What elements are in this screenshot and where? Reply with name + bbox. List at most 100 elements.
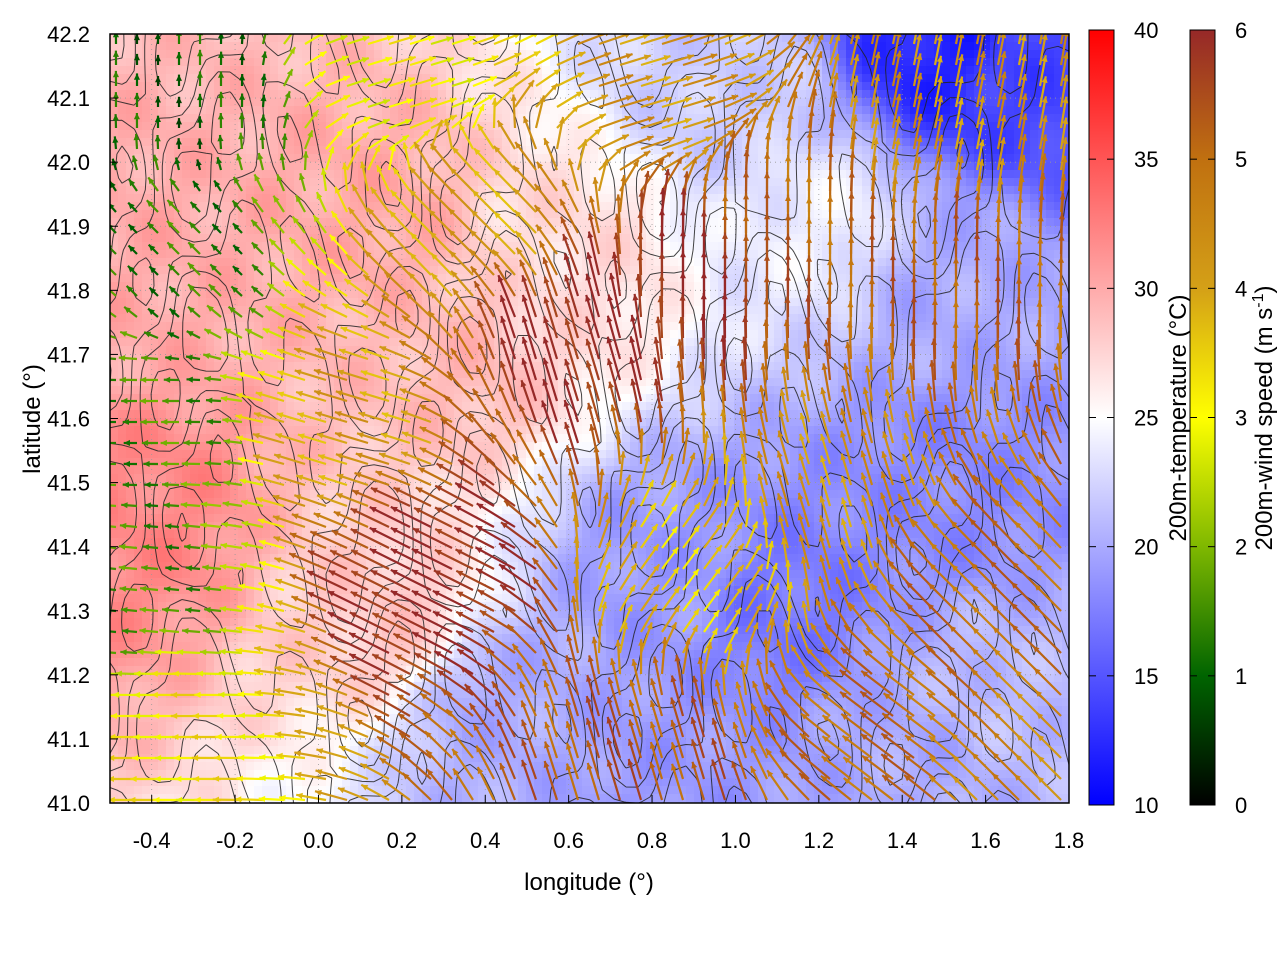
wind-vector xyxy=(397,469,432,487)
wind-vector xyxy=(640,96,672,109)
wind-vector xyxy=(671,763,685,801)
wind-vector xyxy=(370,569,411,591)
wind-vector xyxy=(555,116,565,150)
wind-vector xyxy=(700,313,707,360)
wind-vector xyxy=(952,341,959,381)
wind-vector xyxy=(950,361,958,402)
wind-vector xyxy=(131,755,158,761)
wind-vector xyxy=(430,36,454,46)
wind-vector xyxy=(369,547,411,570)
wind-vector xyxy=(619,116,655,130)
wind-vector xyxy=(996,34,1007,66)
wind-vector xyxy=(512,187,537,213)
wind-vector xyxy=(861,408,874,444)
wind-vector xyxy=(778,729,810,759)
wind-vector xyxy=(800,712,831,738)
wind-vector xyxy=(532,576,558,612)
wind-vector xyxy=(163,502,180,509)
wind-vector xyxy=(891,34,902,66)
wind-vector xyxy=(307,549,348,570)
wind-vector xyxy=(448,228,474,255)
wind-vector xyxy=(475,364,495,402)
wind-vector xyxy=(861,494,874,528)
wind-vector xyxy=(649,761,664,801)
wind-vector xyxy=(1034,563,1062,591)
wind-vector xyxy=(619,519,638,549)
wind-vector xyxy=(409,97,438,109)
wind-vector xyxy=(316,494,348,508)
wind-vector xyxy=(147,243,159,255)
wind-vector xyxy=(563,252,580,297)
wind-vector xyxy=(294,771,327,781)
wind-vector xyxy=(110,588,117,592)
wind-vector xyxy=(160,460,180,467)
wind-vector xyxy=(544,701,559,738)
wind-vector xyxy=(213,754,243,761)
wind-vector xyxy=(161,481,180,488)
wind-vector xyxy=(724,499,741,528)
wind-vector xyxy=(692,675,706,717)
wind-vector xyxy=(244,328,264,339)
wind-vector xyxy=(597,539,612,570)
wind-vector xyxy=(315,682,348,697)
wind-vector xyxy=(294,325,327,340)
wind-vector xyxy=(912,34,922,66)
wind-vector xyxy=(1038,115,1048,150)
wind-vector xyxy=(427,187,453,213)
wind-vector xyxy=(348,652,390,675)
wind-vector xyxy=(131,155,139,171)
wind-vector xyxy=(587,231,601,276)
wind-vector xyxy=(975,73,986,108)
wind-vector xyxy=(1034,339,1042,381)
wind-vector xyxy=(520,700,538,738)
wind-vector xyxy=(236,775,264,782)
wind-vector xyxy=(110,462,117,466)
wind-vector xyxy=(223,438,243,445)
wind-vector xyxy=(954,34,965,66)
wind-vector xyxy=(996,71,1007,108)
wind-vector xyxy=(371,590,411,612)
wind-vector xyxy=(954,54,965,87)
wind-vector xyxy=(610,658,622,696)
wind-vector xyxy=(195,159,202,171)
wind-vector xyxy=(380,432,411,445)
wind-vector xyxy=(928,734,957,759)
wind-vector xyxy=(598,146,624,171)
wind-vector xyxy=(765,601,779,633)
y-axis: 41.0 41.1 41.2 41.3 41.4 41.5 41.6 41.7 41.8 41.9… xyxy=(47,22,118,816)
wind-vector xyxy=(1017,133,1028,171)
wind-vector xyxy=(920,453,937,486)
wind-vector xyxy=(476,766,495,801)
wind-vector xyxy=(882,692,915,717)
wind-vector xyxy=(519,681,537,717)
wind-vector xyxy=(821,646,852,675)
wind-vector xyxy=(239,562,264,571)
wind-vector xyxy=(862,649,894,675)
wind-vector xyxy=(801,365,811,402)
wind-vector xyxy=(742,315,749,360)
wind-vector xyxy=(739,660,748,696)
wind-vector xyxy=(636,253,643,297)
wind-vector xyxy=(972,774,999,801)
wind-vector xyxy=(400,451,432,466)
wind-vector xyxy=(328,569,369,591)
wind-vector xyxy=(1035,542,1062,570)
wind-vector xyxy=(380,368,411,382)
wind-vector xyxy=(682,624,699,654)
wind-vector xyxy=(573,536,580,570)
wind-vector xyxy=(860,428,874,465)
wind-vector xyxy=(326,257,348,276)
wind-vector xyxy=(232,222,243,234)
wind-vector xyxy=(619,584,636,612)
wind-vector xyxy=(618,451,626,486)
wind-vector xyxy=(367,144,381,171)
wind-vector xyxy=(451,110,474,129)
wind-vector xyxy=(411,589,453,612)
wind-vector xyxy=(996,158,1006,192)
wind-vector xyxy=(304,89,324,108)
wind-vector xyxy=(220,542,243,550)
wind-vector xyxy=(120,649,138,656)
wind-vector xyxy=(591,636,601,675)
wind-vector xyxy=(933,34,943,66)
wind-vector xyxy=(197,93,203,107)
